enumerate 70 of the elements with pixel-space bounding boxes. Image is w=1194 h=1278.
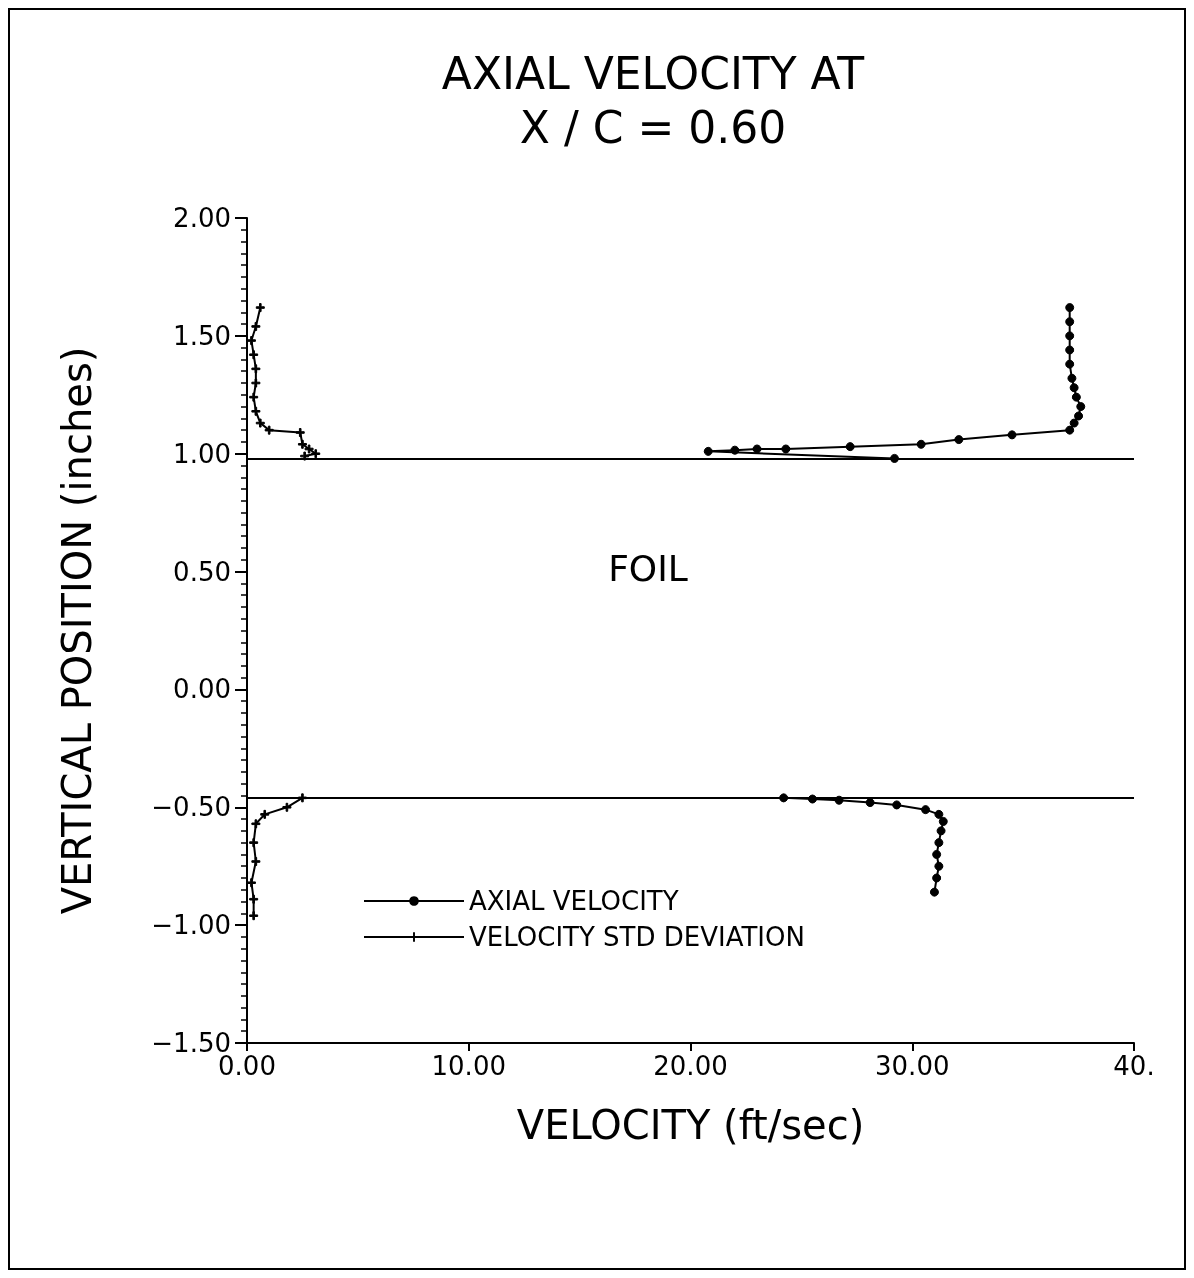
y-tick-label: 1.00	[173, 438, 231, 469]
point	[892, 800, 902, 810]
point	[929, 887, 939, 897]
point	[311, 449, 321, 459]
point	[752, 444, 762, 454]
legend-label: VELOCITY STD DEVIATION	[469, 922, 805, 952]
point	[251, 378, 261, 388]
point	[249, 894, 259, 904]
point	[921, 805, 931, 815]
point	[1076, 402, 1086, 412]
point	[916, 439, 926, 449]
point	[932, 849, 942, 859]
point	[845, 442, 855, 452]
point	[251, 857, 261, 866]
y-tick-label: 1.50	[173, 320, 231, 351]
legend-label: AXIAL VELOCITY	[469, 886, 679, 916]
point	[938, 816, 948, 826]
point	[1065, 345, 1075, 355]
point	[249, 838, 259, 848]
point	[730, 445, 740, 455]
y-tick-label: 0.50	[173, 556, 231, 587]
point	[703, 446, 713, 456]
point	[934, 838, 944, 848]
annotation: FOIL	[608, 547, 688, 589]
point	[781, 444, 791, 454]
point	[1065, 331, 1075, 341]
point	[249, 350, 259, 360]
point	[297, 439, 307, 449]
point	[954, 435, 964, 445]
point	[1065, 425, 1075, 435]
point	[251, 819, 261, 829]
point	[251, 364, 261, 374]
point	[934, 861, 944, 871]
point	[249, 392, 259, 402]
point	[1065, 317, 1075, 327]
x-tick-label: 30.00	[875, 1051, 950, 1081]
y-tick-label: 2.00	[173, 203, 231, 233]
point	[1069, 418, 1079, 428]
point	[1007, 430, 1017, 440]
y-axis-title: VERTICAL POSITION (inches)	[54, 346, 100, 915]
point	[934, 809, 944, 819]
point	[249, 911, 259, 921]
chart-subtitle: X / C = 0.60	[519, 101, 787, 153]
chart-title: AXIAL VELOCITY AT	[441, 47, 865, 99]
point	[865, 798, 875, 808]
point	[251, 321, 261, 331]
point	[1065, 359, 1075, 369]
y-tick-label: −1.00	[151, 910, 231, 941]
point	[300, 451, 310, 461]
point	[1065, 303, 1075, 313]
point	[1071, 392, 1081, 402]
point	[260, 809, 270, 819]
point	[255, 418, 265, 428]
x-tick-label: 10.00	[431, 1051, 506, 1081]
point	[1069, 383, 1079, 393]
point	[282, 802, 292, 812]
x-axis-title: VELOCITY (ft/sec)	[516, 1102, 865, 1148]
point	[1067, 373, 1077, 383]
point	[936, 826, 946, 836]
point	[304, 444, 314, 454]
y-tick-label: 0.00	[173, 674, 231, 705]
point	[1074, 411, 1084, 421]
point	[251, 406, 261, 416]
x-tick-label: 40.	[1113, 1051, 1155, 1081]
point	[295, 428, 305, 437]
point	[264, 425, 274, 435]
x-tick-label: 20.00	[653, 1051, 728, 1081]
point	[255, 303, 265, 313]
y-tick-label: −0.50	[151, 792, 231, 823]
point	[932, 873, 942, 883]
